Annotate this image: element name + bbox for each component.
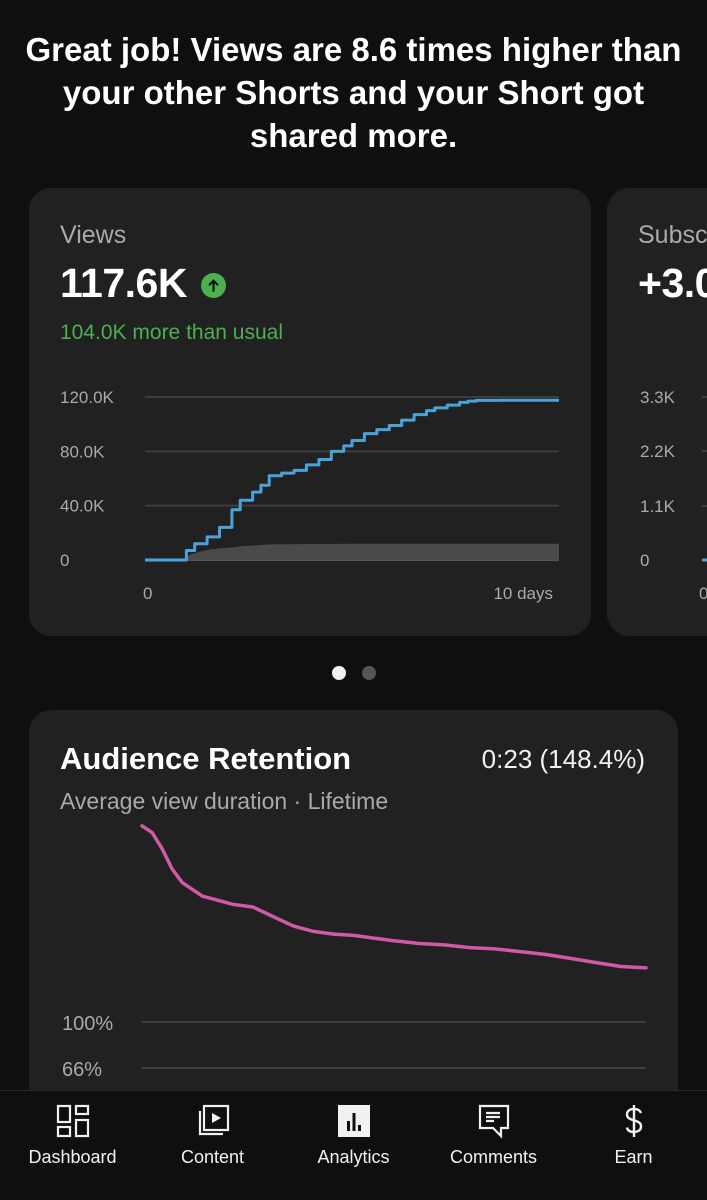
y-tick-label: 40.0K xyxy=(60,497,105,516)
subscribers-value: +3.0 xyxy=(638,260,707,306)
nav-dashboard[interactable]: Dashboard xyxy=(2,1091,143,1200)
analytics-icon xyxy=(337,1105,370,1137)
views-chart: 0 40.0K 80.0K 120.0K 0 10 days xyxy=(60,388,559,603)
nav-analytics[interactable]: Analytics xyxy=(283,1091,424,1200)
nav-earn-label: Earn xyxy=(614,1147,653,1167)
headline: Great job! Views are 8.6 times higher th… xyxy=(25,31,682,154)
x-tick-label: 10 days xyxy=(493,584,553,603)
y-tick-label: 3.3K xyxy=(640,388,676,407)
views-label: Views xyxy=(60,221,127,249)
retention-title: Audience Retention xyxy=(60,741,352,776)
views-value: 117.6K xyxy=(60,260,187,306)
subscribers-card[interactable]: Subsc +3.0 3.3K 2.2K 1.1K 0 0 xyxy=(607,188,707,636)
nav-content[interactable]: Content xyxy=(142,1091,283,1200)
x-tick-label: 0 xyxy=(143,584,152,603)
bottom-nav: Dashboard Content Analytics Comments xyxy=(0,1090,707,1200)
subscribers-label: Subsc xyxy=(638,221,707,249)
subscribers-chart: 3.3K 2.2K 1.1K 0 0 xyxy=(640,388,707,603)
nav-comments-label: Comments xyxy=(449,1147,538,1167)
comments-icon xyxy=(478,1104,509,1139)
y-tick-label: 2.2K xyxy=(640,442,676,461)
y-tick-label: 1.1K xyxy=(640,497,676,516)
earn-icon xyxy=(625,1105,642,1137)
content-icon xyxy=(198,1104,229,1136)
y-tick-label: 80.0K xyxy=(60,442,105,461)
trend-up-icon xyxy=(201,273,226,298)
pager-dot[interactable] xyxy=(362,666,376,680)
y-tick-label: 100% xyxy=(62,1013,113,1035)
nav-dashboard-label: Dashboard xyxy=(28,1147,117,1167)
audience-retention-card[interactable]: Audience Retention 0:23 (148.4%) Average… xyxy=(29,710,678,1130)
retention-chart: 100% 66% xyxy=(62,824,648,1081)
pager-dot-active[interactable] xyxy=(332,666,346,680)
y-tick-label: 66% xyxy=(62,1059,102,1081)
retention-value: 0:23 (148.4%) xyxy=(481,744,645,774)
y-tick-label: 0 xyxy=(60,551,69,570)
nav-earn[interactable]: Earn xyxy=(563,1091,704,1200)
nav-content-label: Content xyxy=(180,1147,245,1167)
nav-analytics-label: Analytics xyxy=(317,1147,390,1167)
retention-subtitle: Average view duration · Lifetime xyxy=(60,788,389,814)
y-tick-label: 120.0K xyxy=(60,388,115,407)
carousel-pager xyxy=(332,666,376,680)
x-tick-label: 0 xyxy=(699,584,707,603)
retention-line xyxy=(140,824,648,970)
typical-views-band xyxy=(145,543,559,560)
views-line xyxy=(145,398,559,562)
dashboard-icon xyxy=(56,1104,89,1138)
views-card[interactable]: Views 117.6K 104.0K more than usual 0 40.… xyxy=(29,188,591,636)
nav-comments[interactable]: Comments xyxy=(423,1091,564,1200)
views-delta-note: 104.0K more than usual xyxy=(60,321,283,344)
y-tick-label: 0 xyxy=(640,551,649,570)
